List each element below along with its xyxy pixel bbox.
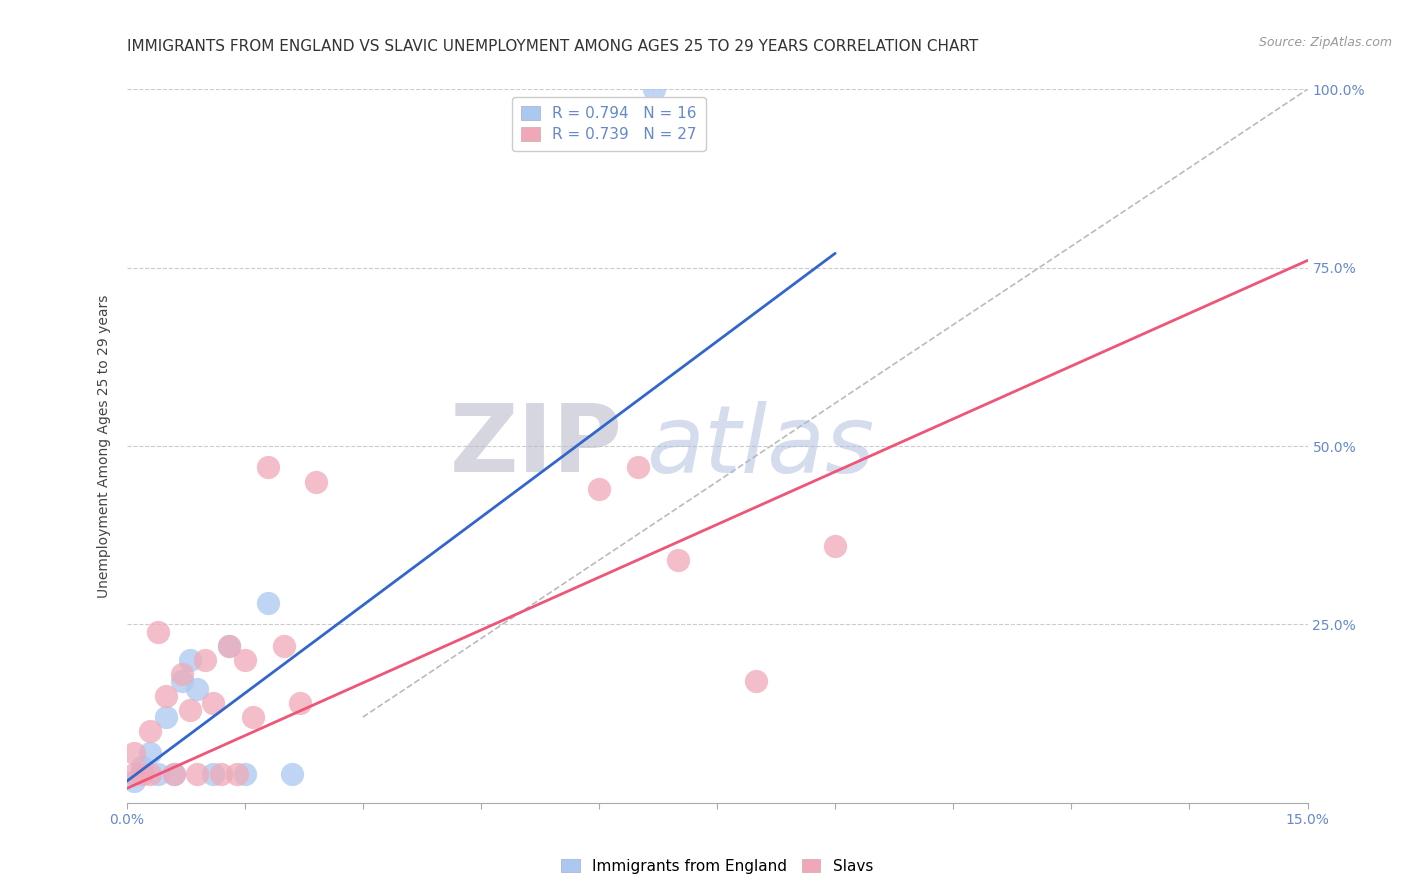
Text: ZIP: ZIP: [450, 400, 623, 492]
Point: [146, 624, 169, 639]
Point: [281, 767, 304, 781]
Point: [745, 674, 768, 689]
Point: [643, 82, 665, 96]
Point: [233, 653, 256, 667]
Text: IMMIGRANTS FROM ENGLAND VS SLAVIC UNEMPLOYMENT AMONG AGES 25 TO 29 YEARS CORRELA: IMMIGRANTS FROM ENGLAND VS SLAVIC UNEMPL…: [127, 38, 977, 54]
Point: [139, 724, 162, 739]
Point: [170, 674, 193, 689]
Point: [666, 553, 689, 567]
Point: [588, 482, 610, 496]
Point: [603, 118, 626, 132]
Text: Source: ZipAtlas.com: Source: ZipAtlas.com: [1258, 36, 1392, 49]
Point: [257, 460, 280, 475]
Point: [155, 710, 177, 724]
Point: [163, 767, 186, 781]
Point: [163, 767, 186, 781]
Text: atlas: atlas: [647, 401, 875, 491]
Point: [627, 460, 650, 475]
Point: [304, 475, 326, 489]
Point: [146, 767, 169, 781]
Point: [186, 681, 208, 696]
Point: [257, 596, 280, 610]
Point: [155, 689, 177, 703]
Point: [131, 767, 153, 781]
Point: [225, 767, 247, 781]
Y-axis label: Unemployment Among Ages 25 to 29 years: Unemployment Among Ages 25 to 29 years: [97, 294, 111, 598]
Point: [273, 639, 295, 653]
Point: [186, 767, 208, 781]
Point: [242, 710, 264, 724]
Point: [194, 653, 217, 667]
Point: [139, 746, 162, 760]
Point: [179, 703, 201, 717]
Point: [124, 746, 146, 760]
Point: [233, 767, 256, 781]
Legend: R = 0.794   N = 16, R = 0.739   N = 27: R = 0.794 N = 16, R = 0.739 N = 27: [512, 97, 706, 152]
Point: [170, 667, 193, 681]
Point: [124, 774, 146, 789]
Point: [209, 767, 232, 781]
Point: [288, 696, 311, 710]
Point: [131, 760, 153, 774]
Point: [124, 767, 146, 781]
Point: [218, 639, 240, 653]
Point: [218, 639, 240, 653]
Point: [179, 653, 201, 667]
Point: [202, 767, 225, 781]
Point: [202, 696, 225, 710]
Point: [139, 767, 162, 781]
Point: [824, 539, 846, 553]
Legend: Immigrants from England, Slavs: Immigrants from England, Slavs: [555, 853, 879, 880]
